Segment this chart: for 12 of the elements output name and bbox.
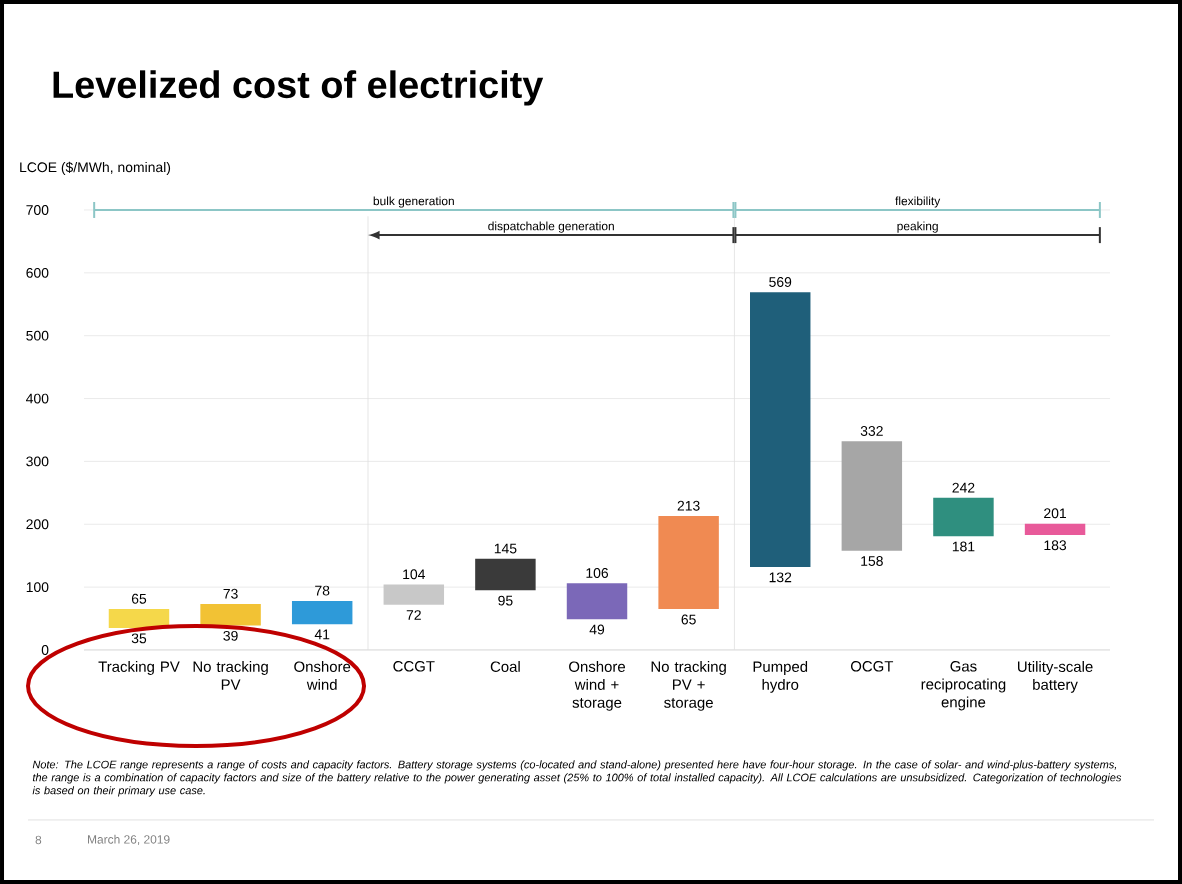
bar [383,584,445,605]
bar [1024,523,1086,535]
bar [566,583,628,620]
bar [200,604,261,626]
bar [475,558,536,591]
bar [750,292,811,567]
chart-title: Levelized cost of electricity [53,70,544,106]
bar [933,497,994,537]
bar [291,600,353,625]
bar [841,441,903,551]
bar [658,516,719,610]
bar [108,609,170,628]
